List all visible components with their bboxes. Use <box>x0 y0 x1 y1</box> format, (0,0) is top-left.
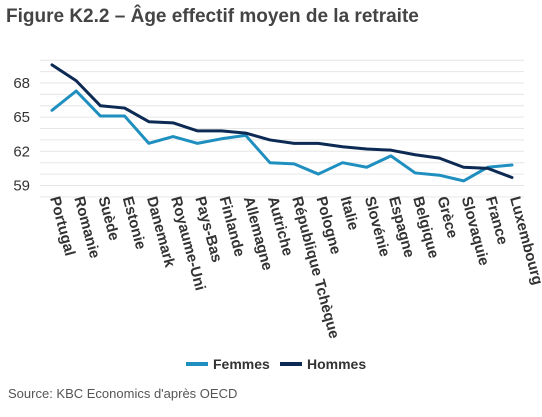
grid-lines <box>40 59 524 198</box>
data-point <box>366 148 368 150</box>
data-point <box>220 130 222 132</box>
data-point <box>463 180 465 182</box>
data-point <box>124 107 126 109</box>
line-chart: 59 62 65 68 PortugalRomanieSuèdeEstonieDane… <box>13 59 542 372</box>
data-point <box>390 155 392 157</box>
y-tick-label: 68 <box>13 75 30 92</box>
data-point <box>342 146 344 148</box>
x-tick-label: Suède <box>95 195 123 243</box>
legend: Femmes Hommes <box>186 356 366 372</box>
series-line-1 <box>50 63 514 179</box>
data-point <box>196 130 198 132</box>
data-point <box>99 105 101 107</box>
data-point <box>196 142 198 144</box>
data-point <box>317 142 319 144</box>
data-point <box>293 163 295 165</box>
data-point <box>487 167 489 169</box>
data-point <box>463 166 465 168</box>
chart-title: Figure K2.2 – Âge effectif moyen de la r… <box>6 6 419 27</box>
data-point <box>511 164 513 166</box>
data-point <box>172 122 174 124</box>
data-point <box>75 90 77 92</box>
data-point <box>269 162 271 164</box>
data-point <box>414 172 416 174</box>
data-point <box>511 176 513 178</box>
data-point <box>51 64 53 66</box>
data-point <box>317 173 319 175</box>
data-point <box>99 115 101 117</box>
series-line-0 <box>50 89 514 183</box>
data-point <box>414 154 416 156</box>
y-tick-label: 62 <box>13 143 30 160</box>
data-point <box>342 162 344 164</box>
legend-label: Hommes <box>307 356 366 372</box>
data-point <box>269 139 271 141</box>
series-lines <box>50 63 514 183</box>
legend-label: Femmes <box>213 356 270 372</box>
y-axis: 59 62 65 68 <box>13 75 30 194</box>
data-point <box>366 166 368 168</box>
x-tick-label: Italie <box>337 195 362 232</box>
data-point <box>124 115 126 117</box>
y-tick-label: 65 <box>13 109 30 126</box>
data-point <box>390 149 392 151</box>
data-point <box>51 109 53 111</box>
data-point <box>245 132 247 134</box>
x-tick-label: Grèce <box>434 195 461 240</box>
data-point <box>438 157 440 159</box>
data-point <box>220 138 222 140</box>
data-point <box>293 142 295 144</box>
data-point <box>172 136 174 138</box>
data-point <box>75 80 77 82</box>
source-note: Source: KBC Economics d'après OECD <box>8 386 238 401</box>
data-point <box>438 174 440 176</box>
data-point <box>148 121 150 123</box>
y-tick-label: 59 <box>13 177 30 194</box>
data-point <box>148 142 150 144</box>
data-point <box>245 134 247 136</box>
x-axis: PortugalRomanieSuèdeEstonieDanemarkRoyau… <box>46 195 542 341</box>
